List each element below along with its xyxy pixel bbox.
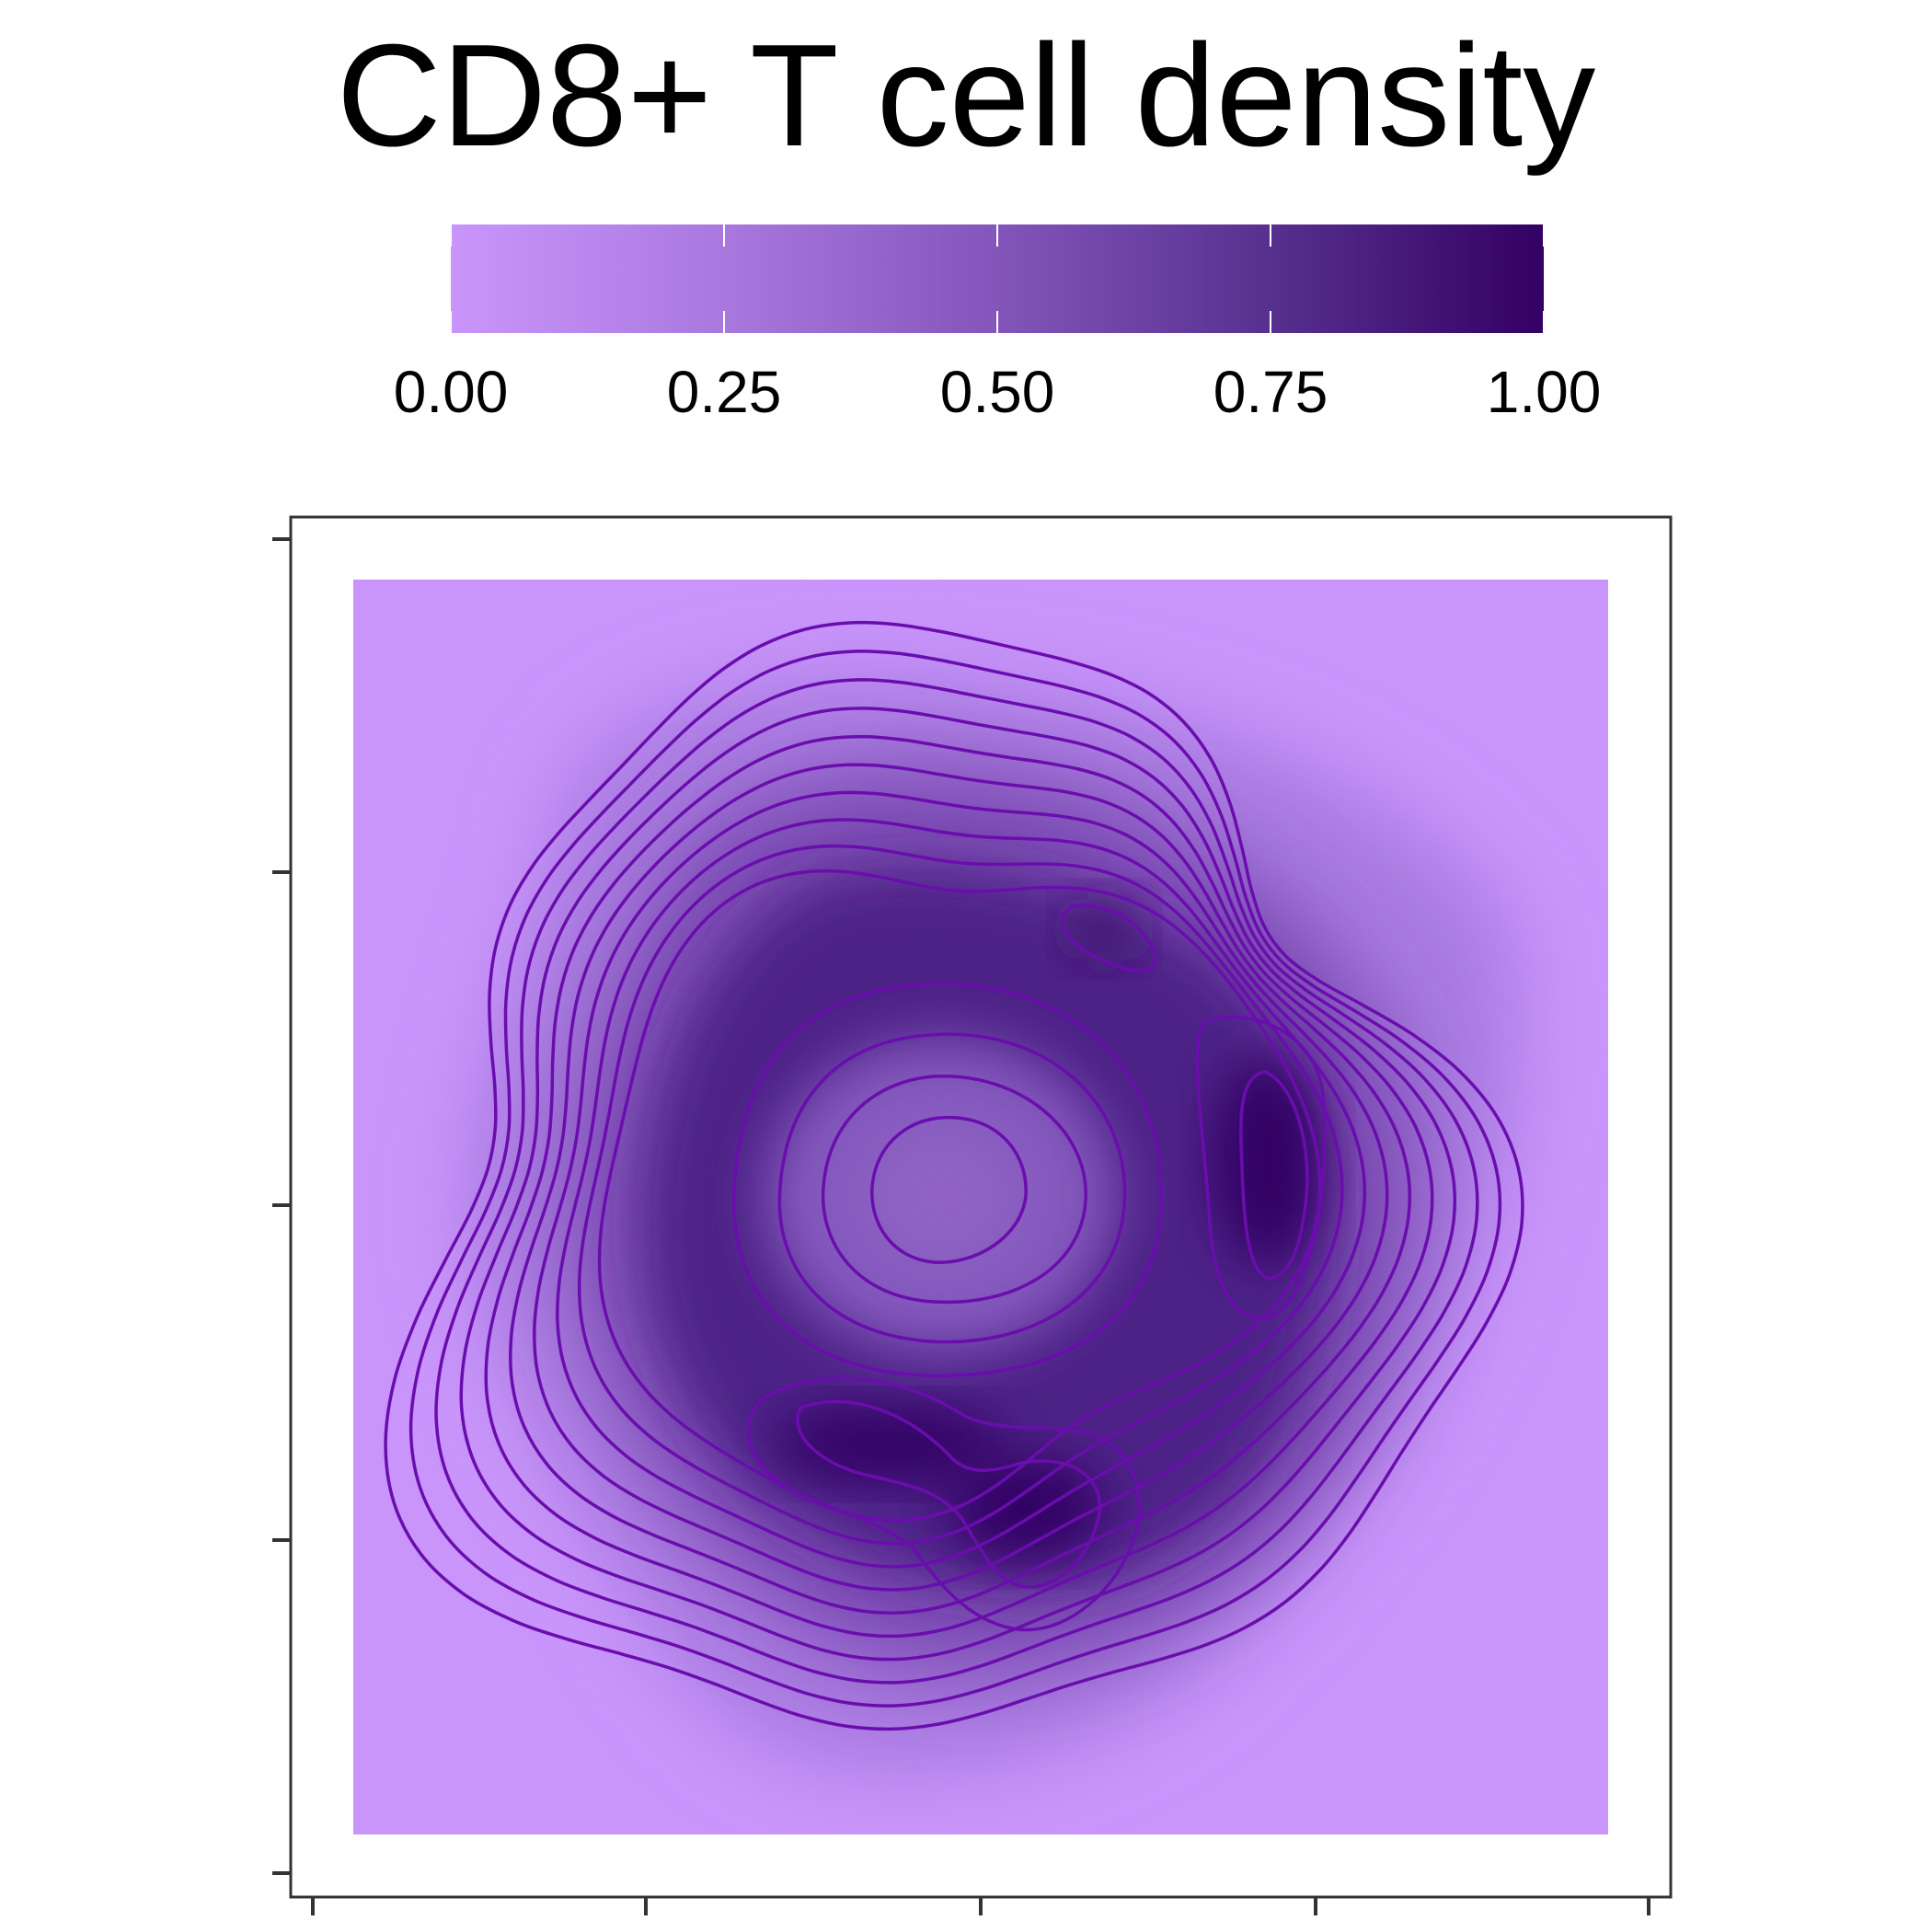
contour-line xyxy=(731,982,1163,1378)
contour-line xyxy=(821,1075,1087,1305)
contour-line xyxy=(556,818,1367,1569)
contour-line xyxy=(509,763,1411,1615)
contour-line xyxy=(577,844,1344,1546)
contour-line xyxy=(597,868,1322,1523)
axis-ticks xyxy=(272,537,1650,1915)
contour-line xyxy=(746,1376,1142,1632)
colorbar-tick-labels: 0.00 0.25 0.50 0.75 1.00 xyxy=(394,359,1602,425)
colorbar-tick-label: 0.50 xyxy=(940,359,1055,425)
contour-line xyxy=(870,1115,1028,1264)
contour-line xyxy=(408,650,1502,1708)
colorbar-tick-label: 0.25 xyxy=(667,359,782,425)
contour-line xyxy=(1195,1016,1327,1320)
contour-line xyxy=(777,1032,1127,1344)
contour-line xyxy=(796,1399,1102,1589)
colorbar-tick-label: 1.00 xyxy=(1487,359,1602,425)
colorbar-legend: 0.00 0.25 0.50 0.75 1.00 xyxy=(394,224,1602,425)
density-contours xyxy=(384,620,1524,1731)
colorbar-ticks xyxy=(450,224,1545,333)
contour-line xyxy=(1060,903,1158,972)
contour-line xyxy=(434,678,1479,1685)
colorbar-tick-label: 0.00 xyxy=(394,359,509,425)
contour-line xyxy=(459,707,1457,1662)
chart-title: CD8+ T cell density xyxy=(336,15,1596,177)
contour-line xyxy=(533,790,1389,1592)
colorbar-tick-label: 0.75 xyxy=(1213,359,1328,425)
contour-line xyxy=(384,620,1524,1731)
contour-line xyxy=(1239,1070,1309,1281)
contour-line xyxy=(484,734,1434,1639)
density-raster xyxy=(353,580,1608,1834)
